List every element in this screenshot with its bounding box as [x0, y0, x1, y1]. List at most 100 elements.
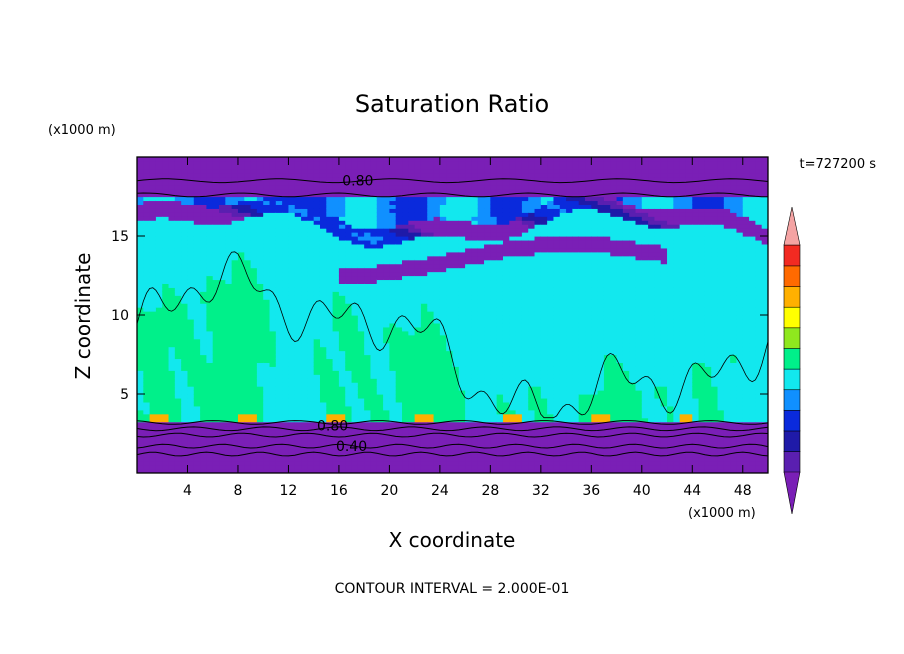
field-cell [181, 449, 189, 454]
field-cell [427, 425, 435, 431]
field-cell [351, 239, 359, 245]
field-cell [395, 188, 403, 194]
field-cell [351, 362, 359, 367]
field-cell [219, 251, 226, 257]
field-cell [288, 334, 296, 340]
field-cell [332, 358, 340, 363]
field-cell [427, 208, 435, 213]
field-cell [275, 445, 283, 450]
field-cell [465, 196, 473, 202]
field-cell [250, 279, 258, 284]
field-cell [446, 342, 454, 348]
field-cell [231, 465, 239, 470]
field-cell [446, 236, 454, 241]
field-cell [420, 417, 428, 423]
field-cell [219, 200, 226, 205]
field-cell [219, 307, 226, 312]
field-cell [307, 172, 315, 178]
field-cell [389, 330, 397, 336]
field-cell [452, 401, 460, 407]
field-cell [439, 362, 447, 367]
field-cell [149, 350, 157, 356]
field-cell [338, 180, 346, 186]
field-cell [212, 346, 220, 352]
field-cell [332, 216, 340, 221]
field-cell [521, 311, 529, 316]
field-cell [137, 326, 144, 332]
field-cell [231, 263, 239, 269]
field-cell [528, 461, 536, 466]
field-cell [219, 354, 226, 360]
field-cell [282, 208, 290, 213]
field-cell [193, 208, 201, 213]
field-cell [427, 236, 435, 241]
field-cell [187, 204, 195, 209]
field-cell [155, 374, 163, 379]
field-cell [307, 208, 315, 213]
field-cell [187, 374, 195, 379]
field-cell [521, 350, 529, 356]
field-cell [402, 291, 409, 296]
field-cell [181, 441, 189, 446]
field-cell [477, 259, 485, 265]
field-cell [376, 374, 384, 379]
field-cell [206, 287, 214, 292]
field-cell [313, 164, 321, 170]
field-cell [256, 413, 264, 419]
field-cell [490, 204, 498, 209]
field-cell [269, 362, 277, 367]
field-cell [515, 271, 523, 277]
field-cell [269, 322, 277, 328]
field-cell [427, 287, 435, 292]
field-cell [414, 251, 422, 257]
field-cell [301, 330, 308, 336]
field-cell [193, 236, 201, 241]
field-cell [357, 405, 365, 411]
field-cell [288, 188, 296, 194]
field-cell [509, 255, 517, 261]
field-cell [256, 338, 264, 344]
field-cell [458, 311, 466, 316]
field-cell [219, 326, 226, 332]
field-cell [237, 417, 245, 423]
field-cell [427, 437, 435, 442]
field-cell [484, 469, 491, 473]
field-cell [275, 401, 283, 407]
field-cell [137, 295, 144, 300]
field-cell [307, 461, 315, 466]
field-cell [509, 204, 517, 209]
field-cell [502, 212, 510, 217]
field-cell [395, 445, 403, 450]
field-cell [301, 311, 308, 316]
field-cell [402, 330, 409, 336]
field-cell [187, 232, 195, 237]
field-cell [351, 180, 359, 186]
field-cell [187, 453, 195, 458]
field-cell [345, 275, 353, 281]
field-cell [168, 224, 176, 229]
field-cell [490, 322, 498, 328]
field-cell [269, 307, 277, 312]
field-cell [231, 208, 239, 213]
field-cell [269, 441, 277, 446]
field-cell [389, 259, 397, 265]
field-cell [345, 315, 353, 320]
field-cell [364, 228, 372, 233]
field-cell [332, 164, 340, 170]
field-cell [282, 204, 290, 209]
field-cell [326, 362, 334, 367]
field-cell [521, 429, 529, 435]
field-cell [174, 228, 182, 233]
field-cell [402, 346, 409, 352]
field-cell [219, 160, 226, 166]
field-cell [275, 192, 283, 198]
field-cell [200, 322, 208, 328]
field-cell [326, 275, 334, 281]
field-cell [193, 318, 201, 324]
field-cell [219, 255, 226, 261]
field-cell [256, 457, 264, 462]
field-cell [301, 216, 308, 221]
field-cell [155, 247, 163, 253]
field-cell [174, 326, 182, 332]
field-cell [294, 413, 302, 419]
